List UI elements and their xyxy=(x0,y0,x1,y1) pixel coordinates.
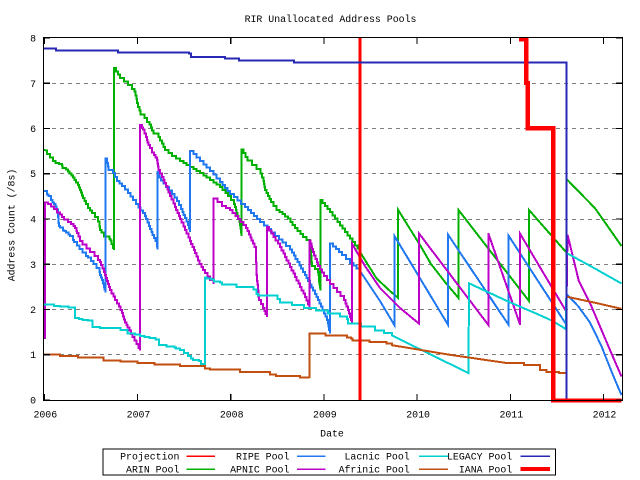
svg-text:2011: 2011 xyxy=(499,410,523,421)
svg-text:Date: Date xyxy=(320,429,344,440)
svg-text:LEGACY Pool: LEGACY Pool xyxy=(447,451,512,462)
svg-text:4: 4 xyxy=(30,215,36,226)
svg-text:Afrinic Pool: Afrinic Pool xyxy=(339,464,410,475)
svg-text:1: 1 xyxy=(30,350,36,361)
svg-text:3: 3 xyxy=(30,260,36,271)
svg-text:ARIN Pool: ARIN Pool xyxy=(126,464,179,475)
svg-text:0: 0 xyxy=(30,396,36,407)
svg-text:RIR Unallocated Address Pools: RIR Unallocated Address Pools xyxy=(245,14,417,25)
svg-text:RIPE Pool: RIPE Pool xyxy=(236,451,289,462)
svg-text:IANA Pool: IANA Pool xyxy=(459,464,512,475)
svg-text:2007: 2007 xyxy=(127,410,151,421)
svg-text:8: 8 xyxy=(30,34,36,45)
svg-text:2010: 2010 xyxy=(406,410,430,421)
svg-text:2012: 2012 xyxy=(593,410,617,421)
svg-text:5: 5 xyxy=(30,169,36,180)
svg-text:Projection: Projection xyxy=(120,451,179,462)
svg-text:2006: 2006 xyxy=(33,410,57,421)
svg-text:7: 7 xyxy=(30,79,36,90)
svg-text:2: 2 xyxy=(30,305,36,316)
svg-text:2009: 2009 xyxy=(313,410,337,421)
svg-text:Address Count (/8s): Address Count (/8s) xyxy=(7,169,18,282)
svg-text:6: 6 xyxy=(30,124,36,135)
svg-text:APNIC Pool: APNIC Pool xyxy=(230,464,289,475)
svg-text:Lacnic Pool: Lacnic Pool xyxy=(345,451,410,462)
svg-text:2008: 2008 xyxy=(220,410,244,421)
